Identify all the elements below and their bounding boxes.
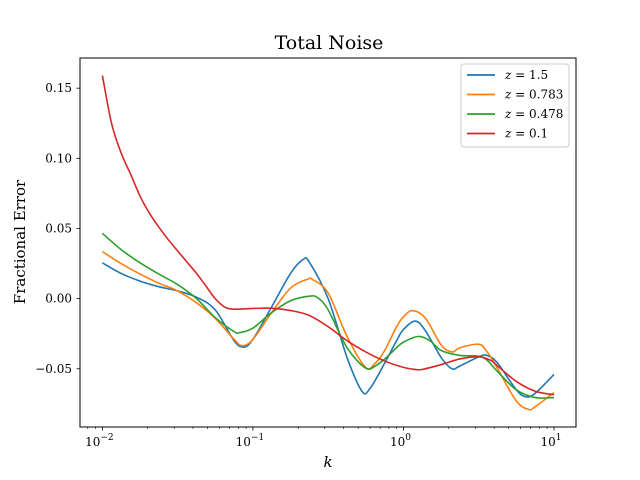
plot-frame [79,57,577,428]
y-tick-label: 0.05 [45,221,72,235]
x-tick-label: 10−2 [85,433,114,449]
plot-lines [101,75,555,411]
legend-value: = 0.1 [511,127,548,141]
chart-title: Total Noise [275,32,384,54]
legend-value: = 1.5 [511,68,548,82]
y-axis-label: Fractional Error [11,179,29,304]
legend-box [460,63,570,148]
x-axis-label: k [323,453,332,471]
x-tick-exponent: −1 [251,433,264,443]
legend-variable: z [504,127,512,141]
x-tick-label: 101 [540,433,561,449]
series-line-4 [101,75,555,396]
x-tick-label: 100 [390,433,411,449]
y-axis: 0.15 0.10 0.05 0.00 −0.05 [35,81,80,376]
x-tick-base: 10 [85,435,100,449]
series-line-3 [101,232,555,399]
legend-variable: z [504,88,512,102]
y-tick-label: 0.10 [45,151,72,165]
legend-entry: z = 0.783 [504,88,563,102]
legend-value: = 0.783 [511,88,563,102]
series-line-2 [101,250,555,411]
y-tick-label: 0.00 [45,292,72,306]
legend-entry: z = 1.5 [504,68,548,82]
x-axis: 10−2 10−1 100 101 [85,427,562,449]
series-line-1 [101,256,555,398]
x-tick-exponent: 0 [405,433,411,443]
y-tick-label: 0.15 [45,81,72,95]
legend-variable: z [504,107,512,121]
legend-entry: z = 0.478 [504,107,563,121]
legend-entry: z = 0.1 [504,127,548,141]
legend-value: = 0.478 [511,107,563,121]
x-tick-exponent: 1 [556,433,562,443]
y-tick-label: −0.05 [35,362,72,376]
x-tick-exponent: −2 [100,433,113,443]
x-tick-base: 10 [540,435,555,449]
x-tick-base: 10 [236,435,251,449]
x-tick-label: 10−1 [236,433,265,449]
legend-variable: z [504,68,512,82]
x-tick-base: 10 [390,435,405,449]
